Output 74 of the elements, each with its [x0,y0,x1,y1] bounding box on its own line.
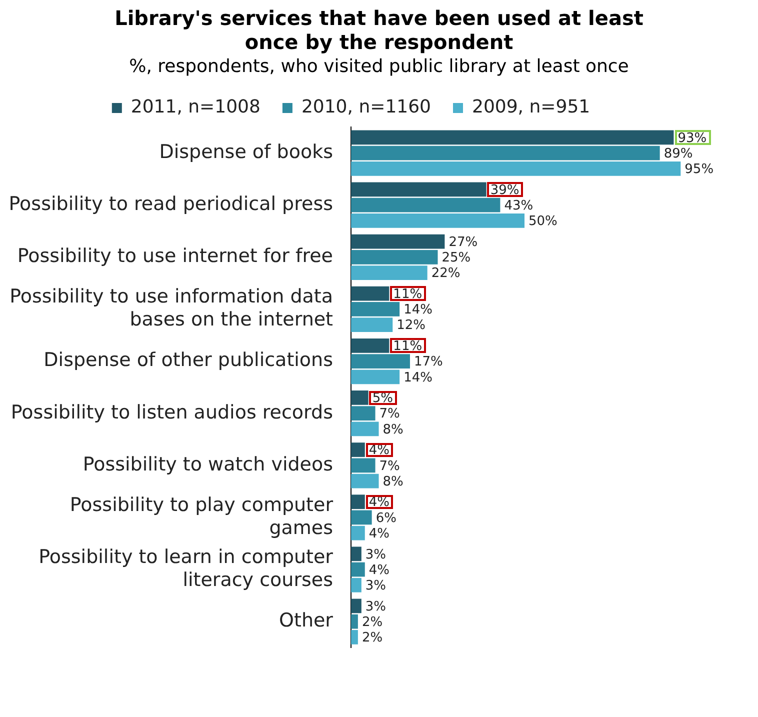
legend-label: 2010, n=1160 [301,96,432,118]
bar [351,370,400,384]
data-label: 22% [431,266,460,282]
data-label: 2% [362,614,383,630]
bar [351,546,362,562]
bar [351,214,524,228]
data-label: 7% [379,458,400,474]
data-label: 50% [528,214,558,230]
data-label: 6% [376,510,396,526]
bar [351,422,379,436]
bar [351,286,390,301]
data-label: 8% [382,422,404,438]
bar [351,598,362,614]
y-tick-label: Possibility to listen audios records [10,401,333,424]
data-label: 8% [382,474,404,490]
bar [351,474,379,488]
bar [351,266,428,280]
data-label: 17% [414,354,443,370]
bar [351,182,486,197]
data-label: 89% [664,146,693,162]
y-tick-label: Other [279,610,334,632]
data-label: 11% [393,339,422,354]
bar [351,161,681,176]
data-label: 4% [368,562,390,578]
data-label: 4% [368,443,390,458]
data-label: 4% [368,526,390,542]
bar [351,302,400,316]
data-label: 25% [442,250,471,266]
bar [351,494,365,510]
bar [351,390,368,405]
data-label: 14% [404,370,432,386]
chart-subtitle: %, respondents, who visited public library at least once [128,56,630,77]
data-label: 4% [368,495,390,510]
data-label: 93% [678,130,707,146]
y-tick-label: Possibility to learn in computer literacy courses [38,546,334,591]
bar [351,406,376,421]
y-tick-label: Dispense of other publications [44,349,333,372]
chart-title: Library's services that have been used at least once by the respondent [114,6,644,54]
bar [351,130,674,145]
data-label: 2% [362,630,383,646]
bar [351,442,365,457]
y-tick-label: Possibility to use information data bases on the internet [10,286,333,331]
data-label: 7% [379,406,400,422]
legend-label: 2009, n=951 [472,96,590,118]
bar [351,338,390,353]
data-label: 12% [396,318,426,334]
data-label: 3% [365,599,386,614]
bar [351,510,372,525]
bar [351,234,445,249]
bar [351,526,365,540]
y-tick-label: Possibility to watch videos [82,453,333,476]
bar [351,146,660,160]
y-tick-label: Possibility to play computer games [70,494,334,539]
data-label: 43% [504,198,534,214]
bar [351,578,362,592]
y-tick-label: Dispense of books [159,140,333,163]
bar [351,630,358,644]
data-label: 3% [365,578,386,594]
bar [351,198,500,212]
data-label: 27% [448,234,478,250]
data-label: 14% [404,302,432,318]
data-label: 95% [684,162,714,178]
y-tick-label: Possibility to use internet for free [17,245,333,268]
legend-label: 2011, n=1008 [130,96,260,118]
bar [351,562,365,577]
data-label: 39% [490,182,520,198]
bar [351,318,393,332]
bar [351,614,358,629]
bar [351,250,438,264]
data-label: 11% [393,286,422,302]
bar [351,354,410,368]
y-tick-label: Possibility to read periodical press [8,193,333,216]
data-label: 3% [365,547,386,562]
bar [351,458,376,473]
